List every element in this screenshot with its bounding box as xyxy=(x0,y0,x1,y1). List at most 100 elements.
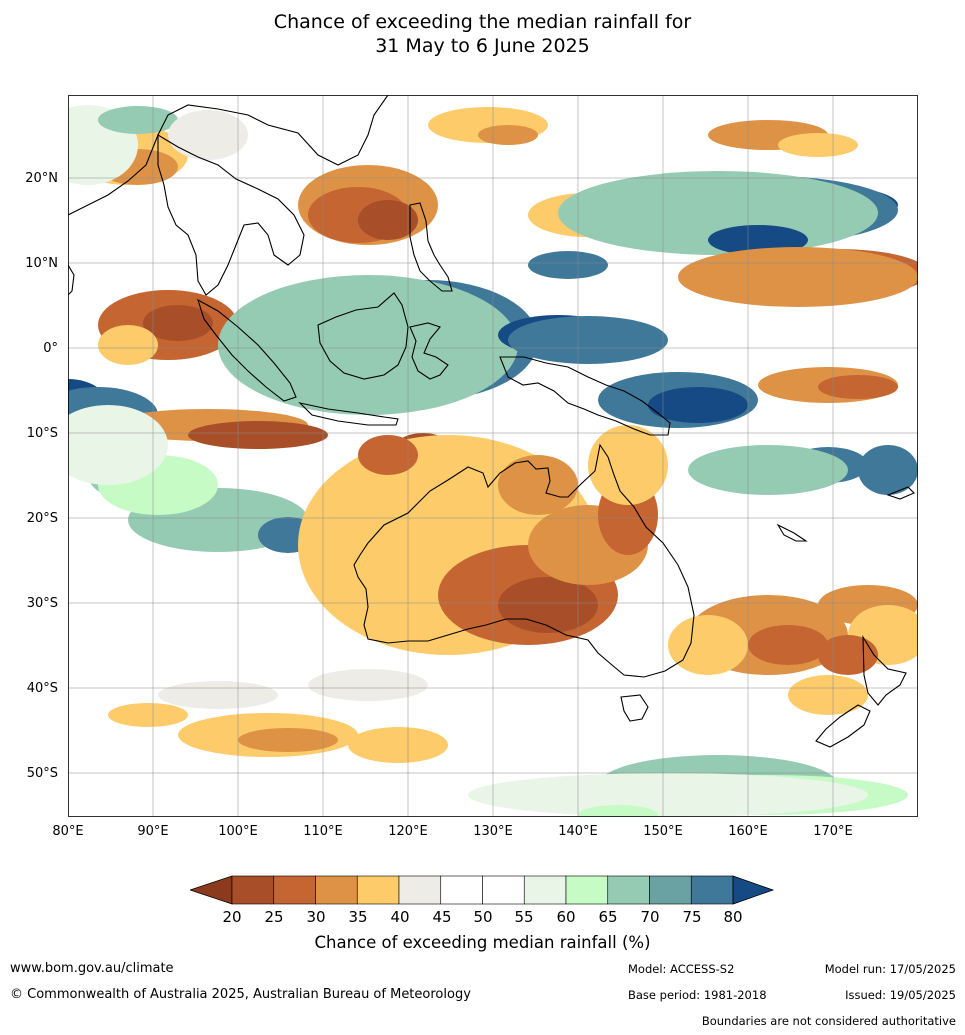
probability-region xyxy=(348,727,448,763)
south-china-coastline xyxy=(68,95,389,216)
probability-region xyxy=(98,106,178,134)
sumatra-coastline xyxy=(197,298,297,402)
philippines-coastline xyxy=(409,202,453,292)
map-title-line1: Chance of exceeding the median rainfall … xyxy=(273,11,692,33)
probability-region xyxy=(498,577,598,633)
probability-region xyxy=(778,133,858,157)
model-text: Model: ACCESS-S2 xyxy=(628,962,735,976)
sulawesi-coastline xyxy=(409,322,449,380)
rainfall-probability-map xyxy=(68,95,918,817)
colorbar-tick-35: 35 xyxy=(348,908,368,926)
map-frame xyxy=(68,95,918,817)
probability-region xyxy=(678,247,918,307)
lat-label-40s: 40°S xyxy=(26,681,58,696)
probability-region xyxy=(238,728,338,752)
lon-label-80e: 80°E xyxy=(52,824,84,839)
tasmania-coastline xyxy=(620,694,649,722)
probability-region xyxy=(218,275,518,415)
colorbar-tick-65: 65 xyxy=(598,908,618,926)
colorbar-tick-30: 30 xyxy=(306,908,326,926)
probability-region xyxy=(68,405,168,485)
colorbar-cell-75-80 xyxy=(690,875,734,905)
probability-region xyxy=(358,200,418,240)
probability-region xyxy=(158,681,278,709)
probability-region xyxy=(788,675,868,715)
probability-region xyxy=(188,421,328,449)
probability-region xyxy=(588,425,668,505)
probability-region xyxy=(498,455,578,515)
colorbar-cell-70-75 xyxy=(649,875,692,905)
colorbar-cell-50-55 xyxy=(482,875,525,905)
copyright-text: © Commonwealth of Australia 2025, Austra… xyxy=(10,987,471,1002)
new-zealand-north-coastline xyxy=(862,634,907,706)
colorbar-tick-75: 75 xyxy=(682,908,702,926)
australia-coastline xyxy=(353,443,695,678)
probability-region xyxy=(578,805,658,817)
colorbar-cell-55-60 xyxy=(523,875,567,905)
lat-label-20s: 20°S xyxy=(26,511,58,526)
probability-region xyxy=(818,635,878,675)
lat-label-10s: 10°S xyxy=(26,426,58,441)
lat-label-10n: 10°N xyxy=(25,256,58,271)
colorbar-cell-30-35 xyxy=(315,875,358,905)
colorbar-tick-25: 25 xyxy=(264,908,284,926)
sri-lanka-coastline xyxy=(68,264,75,296)
colorbar-title: Chance of exceeding median rainfall (%) xyxy=(314,933,651,952)
probability-region xyxy=(508,316,668,364)
lon-label-120e: 120°E xyxy=(388,824,428,839)
colorbar-tick-80: 80 xyxy=(723,908,743,926)
probability-region xyxy=(858,445,918,495)
colorbar-cell-45-50 xyxy=(440,875,483,905)
lon-label-110e: 110°E xyxy=(303,824,343,839)
colorbar-tick-50: 50 xyxy=(473,908,493,926)
lon-label-130e: 130°E xyxy=(473,824,513,839)
probability-region xyxy=(818,375,898,399)
probability-region xyxy=(108,703,188,727)
lon-label-90e: 90°E xyxy=(137,824,169,839)
colorbar-tick-60: 60 xyxy=(556,908,576,926)
probability-region xyxy=(478,125,538,145)
probability-region xyxy=(748,625,828,665)
lon-label-160e: 160°E xyxy=(728,824,768,839)
colorbar-tick-20: 20 xyxy=(222,908,242,926)
pacific-islands-coastline xyxy=(776,486,915,542)
colorbar-cell-60-65 xyxy=(565,875,609,905)
lat-label-50s: 50°S xyxy=(26,766,58,781)
probability-region xyxy=(528,251,608,279)
colorbar-cell-35-40 xyxy=(356,875,400,905)
lat-label-30s: 30°S xyxy=(26,596,58,611)
probability-region xyxy=(98,325,158,365)
new-guinea-coastline xyxy=(499,356,671,436)
probability-region xyxy=(143,305,213,341)
new-zealand-south-coastline xyxy=(815,704,871,748)
borneo-coastline xyxy=(317,292,409,380)
lon-label-140e: 140°E xyxy=(558,824,598,839)
probability-region xyxy=(688,445,848,495)
graticule xyxy=(68,95,918,817)
boundaries-disclaimer: Boundaries are not considered authoritat… xyxy=(701,1014,956,1028)
colorbar-cell-20-25 xyxy=(231,875,275,905)
colorbar-cell-65-70 xyxy=(607,875,650,905)
indochina-coastline xyxy=(157,134,305,296)
colorbar-cell-40-45 xyxy=(398,875,442,905)
coastlines xyxy=(68,95,915,748)
colorbar-tick-45: 45 xyxy=(432,908,452,926)
colorbar-tick-70: 70 xyxy=(640,908,660,926)
probability-region xyxy=(168,110,248,160)
probability-region xyxy=(358,435,418,475)
probability-region xyxy=(468,773,868,817)
probability-region xyxy=(648,387,748,423)
colorbar-cell-25-30 xyxy=(273,875,316,905)
base-period-text: Base period: 1981-2018 xyxy=(628,988,767,1002)
java-coastline xyxy=(298,402,399,426)
lat-label-20n: 20°N xyxy=(25,171,58,186)
probability-region xyxy=(668,615,748,675)
colorbar-extend-low xyxy=(190,875,233,905)
colorbar-tick-55: 55 xyxy=(514,908,534,926)
probability-region xyxy=(308,669,428,701)
website-link[interactable]: www.bom.gov.au/climate xyxy=(10,961,174,976)
colorbar-extend-high xyxy=(732,875,775,905)
colorbar-tick-40: 40 xyxy=(390,908,410,926)
probability-shading xyxy=(68,105,918,817)
lat-label-0: 0° xyxy=(43,341,58,356)
